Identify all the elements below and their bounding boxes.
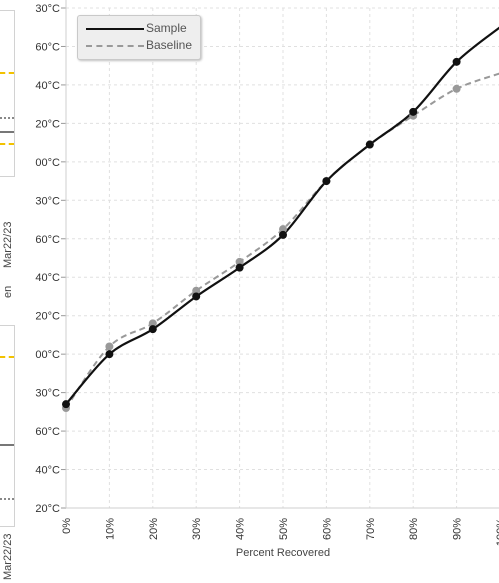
x-tick-label: 80% [408,518,420,540]
data-point-sample [279,230,287,239]
x-tick-label: 0% [61,518,73,534]
dark-line [0,131,14,133]
x-tick-label: 40% [235,518,247,540]
y-axis-ticks: 30°C 60°C 40°C 20°C 00°C 30°C 60°C 40°C 20°C 00°C… [35,3,60,515]
data-point-baseline [105,342,114,351]
legend-swatch-sample [86,28,144,30]
y-tick-label: 40°C [35,465,60,477]
y-tick-label: 20°C [35,118,60,130]
data-point-baseline [452,84,461,93]
accent-line [0,356,14,358]
x-tick-label: 10% [104,518,116,540]
y-tick-label: 00°C [35,157,60,169]
data-point-sample [148,325,157,334]
chart-axes [61,0,499,509]
x-tick-label: 30% [191,518,203,540]
x-tick-label: 100% [495,518,499,546]
y-tick-label: 60°C [35,41,60,53]
gray-line [0,498,14,500]
x-tick-label: 90% [452,518,464,540]
y-tick-label: 60°C [35,234,60,246]
data-point-sample [62,400,70,409]
legend-item-baseline: Baseline [86,38,198,54]
data-point-sample [365,140,374,149]
data-point-sample [452,57,461,66]
chart-legend: Sample Baseline [77,15,201,60]
x-tick-label: 50% [278,518,290,540]
series-points [62,57,461,412]
gray-line [0,117,14,119]
y-tick-label: 00°C [35,349,60,361]
x-axis-title: Percent Recovered [236,547,330,559]
accent-line [0,72,14,74]
series-line-sample [65,26,499,405]
x-tick-label: 60% [321,518,333,540]
y-tick-label: 20°C [35,503,60,515]
y-tick-label: 40°C [35,80,60,92]
data-point-baseline [192,286,201,295]
adjacent-panel-bottom [0,325,15,527]
y-tick-label: 30°C [35,388,60,400]
legend-label-sample: Sample [146,21,187,35]
y-tick-label: 60°C [35,426,60,438]
data-point-baseline [279,225,287,234]
y-tick-label: 40°C [35,272,60,284]
y-tick-label: 30°C [35,3,60,15]
legend-swatch-baseline [86,45,144,47]
data-point-sample [192,292,201,301]
adjacent-panels-strip: Mar22/23 en Mar22/23 [0,0,22,583]
legend-item-sample: Sample [86,21,198,37]
x-tick-label: 70% [365,518,377,540]
legend-label-baseline: Baseline [146,38,193,52]
data-point-sample [105,350,114,359]
data-point-baseline [148,319,157,328]
x-tick-label: 20% [148,518,160,540]
accent-line [0,143,14,145]
x-axis-ticks: 0% 10% 20% 30% 40% 50% 60% 70% 80% 90% 100% [61,518,499,546]
chart-grid [65,7,499,509]
y-tick-label: 20°C [35,311,60,323]
data-point-sample [409,107,418,116]
data-point-sample [235,263,244,272]
adjacent-panel-top [0,10,15,177]
dark-line [0,444,14,446]
y-tick-label: 30°C [35,195,60,207]
data-point-sample [322,177,331,186]
data-point-baseline [235,257,244,266]
